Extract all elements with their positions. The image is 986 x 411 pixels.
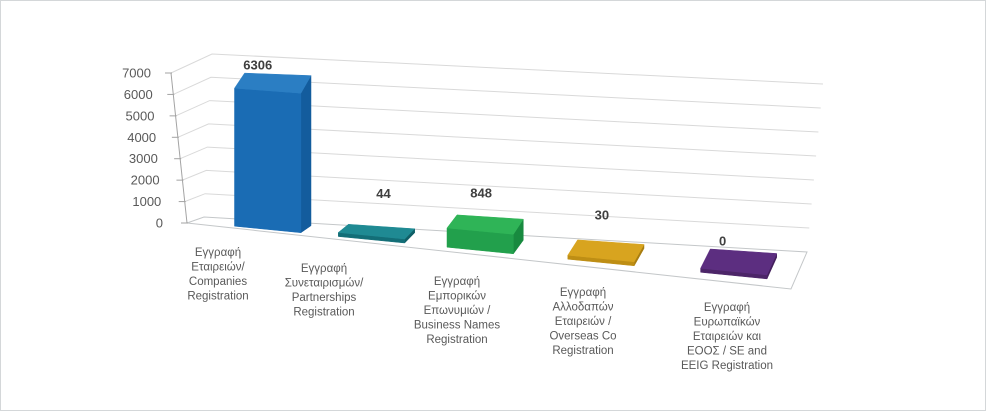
category-label-3-line-0: Εγγραφή: [560, 287, 606, 299]
bar-top-teal: [337, 224, 416, 240]
category-label-0-line-0: Εγγραφή: [195, 247, 241, 259]
category-label-4-line-0: Εγγραφή: [704, 302, 750, 314]
category-label-1-line-0: Εγγραφή: [301, 263, 347, 275]
gridline-4000: [177, 123, 817, 157]
ytick-label-0: 0: [156, 216, 163, 231]
category-label-2-line-4: Registration: [426, 334, 487, 346]
category-label-3: Εγγραφή Αλλοδαπών Εταιρειών / Overseas Co Re…: [549, 287, 616, 357]
gridline-1000: [184, 193, 810, 229]
category-label-4-line-3: ΕΟΟΣ / SE and: [687, 346, 767, 358]
value-label-gold: 30: [595, 207, 609, 222]
value-label-teal: 44: [376, 186, 391, 201]
category-label-3-line-2: Εταιρειών /: [555, 316, 612, 328]
bar-front-blue: [234, 87, 302, 233]
category-label-2: Εγγραφή Εμπορικών Επωνυμιών / Business Name…: [414, 276, 501, 346]
ytick-label-2000: 2000: [131, 173, 160, 188]
ytick-label-6000: 6000: [124, 87, 153, 102]
category-label-4-line-4: EEIG Registration: [681, 360, 773, 372]
gridline-3000: [179, 146, 814, 181]
bar-side-blue: [300, 74, 312, 234]
ytick-label-7000: 7000: [122, 66, 151, 81]
category-label-0-line-1: Εταιρειών/: [191, 262, 245, 274]
ytick-label-5000: 5000: [126, 108, 155, 123]
gridline-6000: [173, 76, 821, 109]
gridline-2000: [182, 169, 812, 205]
category-label-4: Εγγραφή Ευρωπαϊκών Εταιρειών και ΕΟΟΣ / SE …: [681, 302, 773, 372]
category-label-2-line-1: Εμπορικών: [428, 291, 486, 303]
category-label-1-line-3: Registration: [293, 307, 354, 319]
category-label-0-line-3: Registration: [187, 291, 248, 303]
category-label-3-line-4: Registration: [552, 345, 613, 357]
bar-top-green: [446, 214, 524, 235]
value-label-green: 848: [470, 185, 492, 200]
category-label-3-line-1: Αλλοδαπών: [553, 302, 614, 314]
ytick-label-3000: 3000: [129, 151, 158, 166]
category-label-4-line-2: Εταιρειών και: [693, 331, 762, 343]
bar-top-purple: [700, 248, 778, 276]
category-label-1-line-1: Συνεταιρισμών/: [285, 278, 364, 290]
category-label-2-line-2: Επωνυμιών /: [424, 305, 492, 317]
value-axis: [170, 72, 188, 224]
category-label-4-line-1: Ευρωπαϊκών: [694, 317, 761, 329]
category-label-0: Εγγραφή Εταιρειών/Companies Registration: [187, 247, 248, 303]
category-label-2-line-3: Business Names: [414, 320, 501, 332]
category-label-0-line-2: Companies: [189, 276, 247, 288]
category-label-1-line-2: Partnerships: [292, 292, 357, 304]
ytick-label-1000: 1000: [132, 194, 161, 209]
ytick-label-4000: 4000: [127, 130, 156, 145]
category-label-2-line-0: Εγγραφή: [434, 276, 480, 288]
category-label-1: Εγγραφή Συνεταιρισμών/Partnerships Registr…: [285, 263, 364, 319]
bar-top-gold: [567, 239, 645, 263]
gridline-5000: [175, 100, 819, 133]
gridline-7000: [170, 53, 824, 85]
value-label-blue: 6306: [243, 58, 272, 73]
value-label-purple: 0: [719, 234, 726, 249]
chart-floor: [186, 216, 808, 290]
category-label-3-line-3: Overseas Co: [549, 331, 616, 343]
bar-top-blue: [234, 72, 312, 94]
